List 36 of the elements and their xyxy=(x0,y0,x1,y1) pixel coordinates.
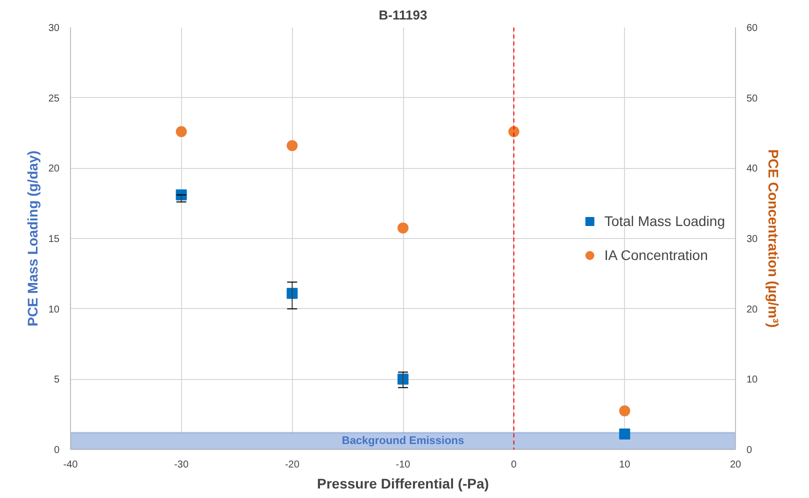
x-axis-title: Pressure Differential (-Pa) xyxy=(317,476,489,492)
x-tick-label: 10 xyxy=(619,460,631,470)
point xyxy=(619,405,630,416)
chart-title: B-11193 xyxy=(378,8,428,22)
point xyxy=(619,428,630,440)
y-tick-label: 0 xyxy=(54,445,60,456)
y2-axis-title: PCE Concentration (µg/m³) xyxy=(766,149,782,328)
y-tick-label: 20 xyxy=(48,164,60,175)
point xyxy=(398,222,408,234)
y-tick-label: 10 xyxy=(48,304,60,316)
point xyxy=(286,140,298,152)
band-label: Background Emissions xyxy=(342,435,464,448)
y-tick-label: 5 xyxy=(54,374,60,386)
x-tick-label: -30 xyxy=(174,460,189,470)
y2-tick-label: 30 xyxy=(746,234,758,245)
point xyxy=(508,126,520,138)
legend-label: Total Mass Loading xyxy=(604,213,725,229)
y2-tick-label: 20 xyxy=(746,304,758,316)
y2-tick-label: 10 xyxy=(746,374,758,386)
y-tick-label: 25 xyxy=(48,93,60,104)
y-tick-label: 15 xyxy=(48,234,60,245)
y-tick-label: 30 xyxy=(48,23,60,34)
point xyxy=(398,374,408,385)
point xyxy=(286,288,298,299)
x-tick-label: 0 xyxy=(511,460,518,470)
y2-tick-label: 40 xyxy=(746,164,758,175)
x-tick-label: -10 xyxy=(396,460,411,470)
x-tick-label: -40 xyxy=(63,460,78,470)
x-tick-label: 20 xyxy=(730,460,742,470)
y-axis-title: PCE Mass Loading (g/day) xyxy=(24,150,40,326)
point xyxy=(176,126,187,138)
y2-tick-label: 50 xyxy=(746,93,758,104)
y2-tick-label: 60 xyxy=(746,23,758,34)
legend-label: IA Concentration xyxy=(604,247,708,263)
y2-tick-label: 0 xyxy=(746,445,752,456)
x-tick-label: -20 xyxy=(284,460,300,470)
